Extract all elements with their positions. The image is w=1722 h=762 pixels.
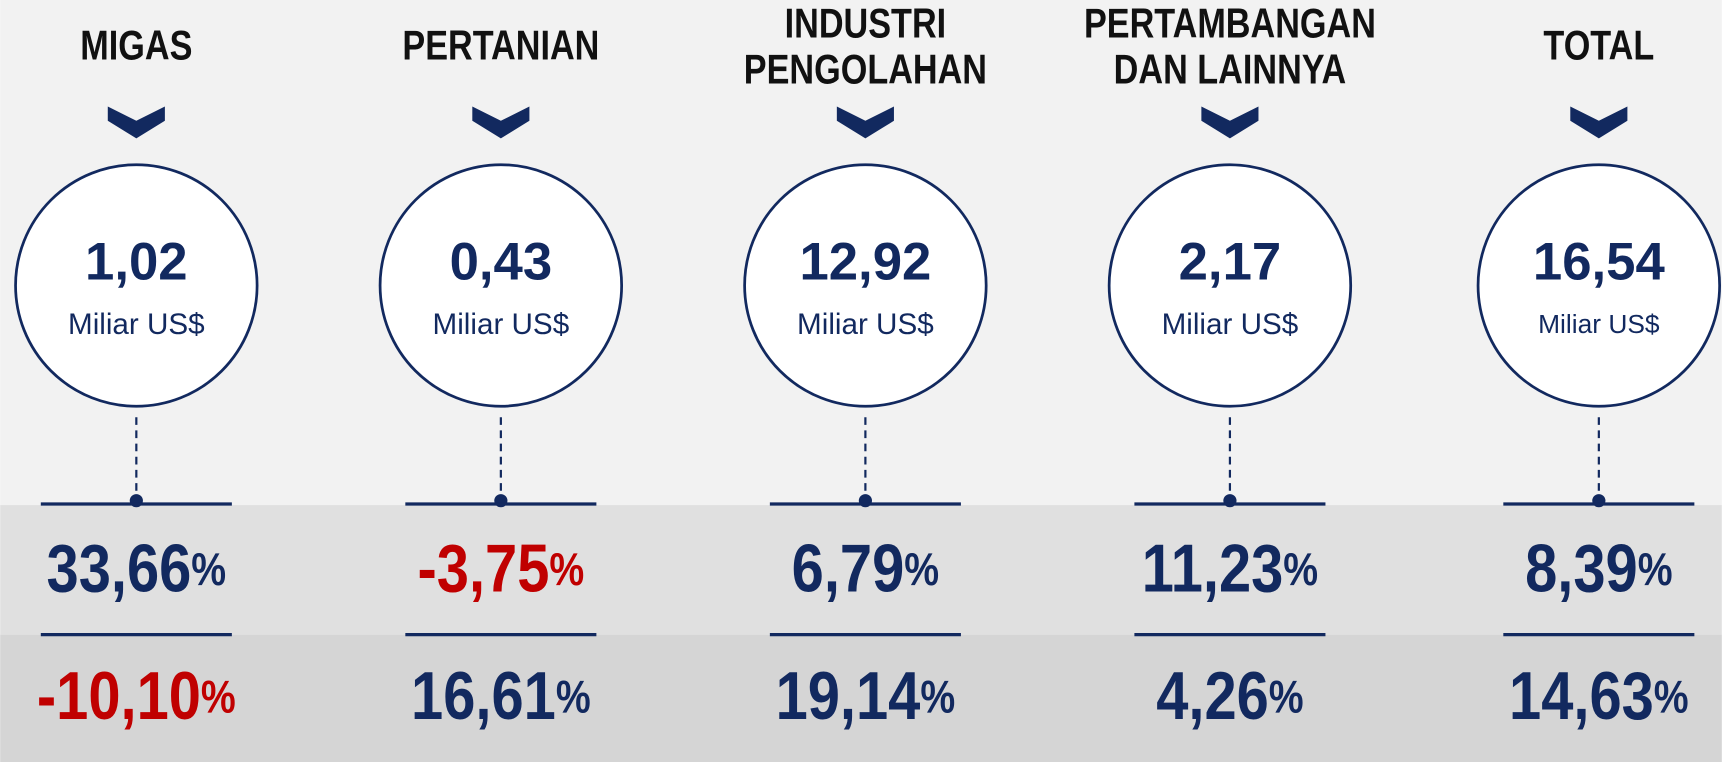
growth-value: 11,23% [1142,531,1318,606]
growth-group: 6,79% [792,531,939,606]
unit: Miliar US$ [68,308,205,341]
growth-number: 33,66 [47,531,192,606]
value-circle [1107,163,1353,408]
value-circle [1476,163,1721,408]
percent-sign: % [191,544,226,596]
growth-number: 8,39 [1525,531,1638,606]
growth-value: 19,14% [776,658,956,733]
percent-sign: % [904,544,939,596]
growth-number: -3,75 [418,531,550,606]
growth-group: -10,10% [37,658,236,733]
percent-sign: % [1654,672,1689,724]
unit: Miliar US$ [433,308,570,341]
value: 16,54 [1533,233,1666,292]
percent-sign: % [556,672,591,724]
column-title-line: PERTANIAN [402,22,599,69]
percent-sign: % [920,672,955,724]
growth-number: 6,79 [792,531,905,606]
value-circle [743,163,988,408]
growth-value: 14,63% [1509,658,1689,733]
column-title-line: DAN LAINNYA [1114,46,1346,93]
column-title-line: MIGAS [80,22,192,69]
unit: Miliar US$ [1538,309,1660,339]
growth-value: -10,10% [37,658,236,733]
growth-value: 6,79% [792,531,939,606]
growth-group: 8,39% [1525,531,1672,606]
growth-value: 8,39% [1525,531,1672,606]
value: 12,92 [799,233,931,292]
growth-group: 14,63% [1509,658,1689,733]
column-title-line: PENGOLAHAN [744,46,987,93]
growth-number: 4,26 [1156,658,1269,733]
percent-sign: % [1638,544,1673,596]
growth-group: 4,26% [1156,658,1303,733]
chevron [1570,106,1628,139]
chevron [1201,106,1259,139]
growth-group: 16,61% [411,658,591,733]
growth-group: 33,66% [47,531,227,606]
column-title-line: TOTAL [1543,22,1654,69]
growth-value: 4,26% [1156,658,1303,733]
column-title: DAN LAINNYA [1114,46,1346,93]
column-title: MIGAS [80,22,192,69]
column-title-line: PERTAMBANGAN [1084,0,1376,47]
band-growth-2 [0,634,1722,762]
chevron [472,106,530,139]
percent-sign: % [1269,672,1304,724]
growth-number: 16,61 [411,658,556,733]
percent-sign: % [1283,544,1318,596]
percent-sign: % [201,672,236,724]
column-title: INDUSTRI [785,0,947,47]
growth-number: 19,14 [776,658,921,733]
growth-group: 19,14% [776,658,956,733]
value-circle [378,163,624,408]
column-title: PENGOLAHAN [744,46,987,93]
growth-value: 16,61% [411,658,591,733]
column-title: TOTAL [1543,22,1654,69]
growth-number: 14,63 [1509,658,1654,733]
growth-value: -3,75% [418,531,585,606]
column-title: PERTAMBANGAN [1084,0,1376,47]
chevron [107,106,165,139]
growth-number: -10,10 [37,658,201,733]
percent-sign: % [549,544,584,596]
growth-group: 11,23% [1142,531,1318,606]
value-circle [14,163,259,408]
column-title-line: INDUSTRI [785,0,947,47]
unit: Miliar US$ [1162,308,1299,341]
value: 2,17 [1179,233,1282,292]
band-growth-1 [0,505,1722,635]
growth-value: 33,66% [47,531,227,606]
value: 0,43 [450,233,553,292]
column-title: PERTANIAN [402,22,599,69]
chevron [836,106,894,139]
growth-number: 11,23 [1142,531,1284,606]
unit: Miliar US$ [797,308,934,341]
growth-group: -3,75% [418,531,585,606]
value: 1,02 [85,233,188,292]
